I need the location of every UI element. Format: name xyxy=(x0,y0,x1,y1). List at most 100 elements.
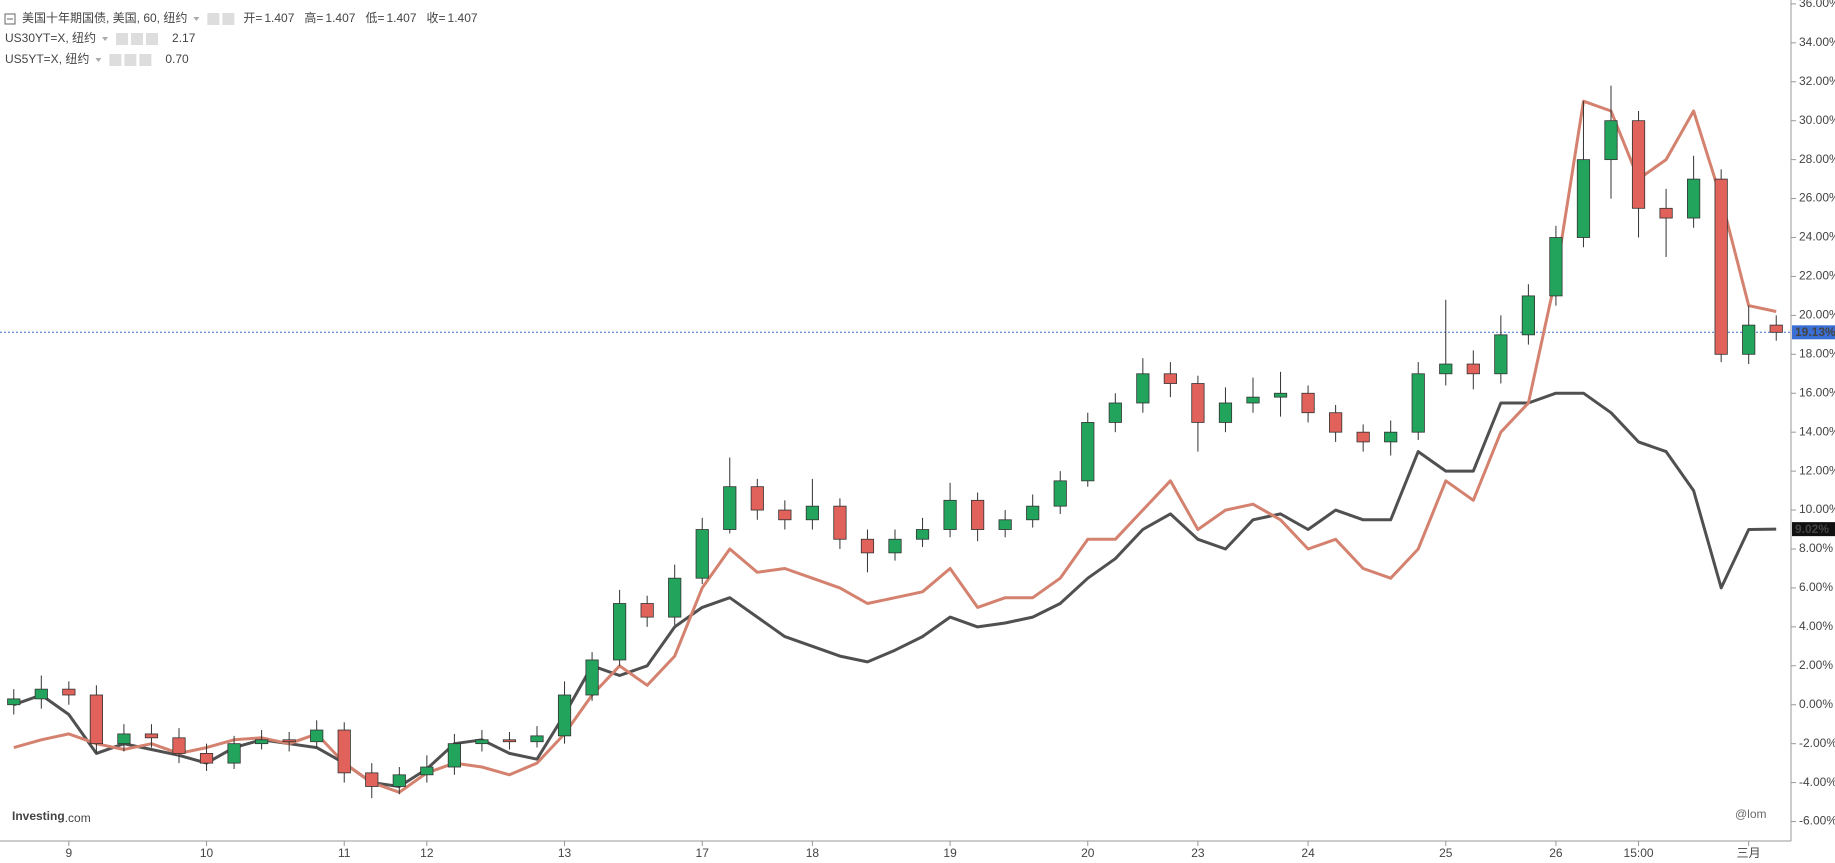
settings-icon xyxy=(222,13,235,25)
legend-icon xyxy=(109,54,122,66)
x-tick-label: 19 xyxy=(943,846,957,860)
legend-icon xyxy=(139,54,152,66)
candle-body xyxy=(420,766,434,776)
x-tick-label: 26 xyxy=(1549,846,1563,860)
y-tick-label: 12.00% xyxy=(1799,463,1835,477)
y-tick-label: 16.00% xyxy=(1799,385,1835,399)
candle-body xyxy=(1494,334,1508,375)
y-tick-label: -4.00% xyxy=(1799,775,1835,789)
y-tick-label: 20.00% xyxy=(1799,308,1835,322)
candle-body xyxy=(1026,505,1040,521)
price-tag xyxy=(1792,325,1835,340)
candle-body xyxy=(282,739,296,743)
candle-body xyxy=(1549,237,1563,297)
collapse-box[interactable] xyxy=(4,13,16,25)
settings-icon xyxy=(207,13,220,25)
series-line xyxy=(13,99,1777,794)
x-tick-label: 9 xyxy=(66,846,73,860)
x-tick-label: 15:00 xyxy=(1624,846,1654,860)
candle-body xyxy=(1439,363,1453,375)
candle-body xyxy=(1411,373,1425,433)
x-tick-label: 18 xyxy=(806,846,820,860)
y-tick-label: 34.00% xyxy=(1799,35,1835,49)
y-tick-label: 22.00% xyxy=(1799,269,1835,283)
ohlc-label: 收= xyxy=(427,11,446,25)
candle-body xyxy=(668,577,682,618)
x-tick-label: 三月 xyxy=(1737,846,1761,860)
collapse-icon[interactable] xyxy=(4,13,16,25)
candle-body xyxy=(1053,480,1067,507)
x-tick-label: 23 xyxy=(1191,846,1205,860)
candle-body xyxy=(144,733,159,739)
y-tick-label: 8.00% xyxy=(1799,541,1833,555)
candle-body xyxy=(998,519,1012,530)
candle-body xyxy=(1301,392,1315,414)
candle-body xyxy=(475,739,489,745)
ohlc-value: 1.407 xyxy=(448,11,478,25)
x-tick-label: 24 xyxy=(1301,846,1315,860)
y-tick-label: 10.00% xyxy=(1799,502,1835,516)
candle-body xyxy=(1273,392,1288,398)
y-tick-label: 26.00% xyxy=(1799,191,1835,205)
candle-body xyxy=(1576,159,1591,238)
candle-body xyxy=(1218,402,1233,423)
candle-body xyxy=(1604,120,1618,161)
legend-value: 2.17 xyxy=(172,31,196,45)
y-tick-label: 32.00% xyxy=(1799,74,1835,88)
candle-body xyxy=(1659,207,1673,219)
candle-body xyxy=(1246,396,1260,404)
candle-body xyxy=(310,729,324,743)
candle-body xyxy=(860,538,875,554)
legend-icon xyxy=(116,33,129,45)
candle-body xyxy=(833,505,847,540)
ohlc-label: 高= xyxy=(304,10,323,25)
candle-body xyxy=(585,659,599,696)
dropdown-arrow xyxy=(95,58,102,62)
candle-body xyxy=(1742,324,1756,355)
legend-icon xyxy=(131,33,144,45)
candle-body xyxy=(1356,431,1370,443)
candle-body xyxy=(613,603,627,661)
price-tag xyxy=(1792,522,1835,537)
series-line xyxy=(13,391,1777,788)
candle-body xyxy=(255,739,269,745)
candle-body xyxy=(1081,422,1095,482)
x-tick-label: 20 xyxy=(1081,846,1095,860)
candle-body xyxy=(1714,178,1728,355)
candle-body xyxy=(1108,402,1122,423)
dropdown-arrow xyxy=(193,17,200,21)
candle-body xyxy=(530,735,544,743)
candle-body xyxy=(62,688,76,696)
candle-body xyxy=(117,733,131,745)
watermark-com: .com xyxy=(65,811,91,825)
candle-body xyxy=(915,529,930,540)
legend-name: US30YT=X, 纽约 xyxy=(5,30,96,45)
x-tick-label: 10 xyxy=(200,846,214,860)
y-tick-label: 18.00% xyxy=(1799,346,1835,360)
y-tick-label: 6.00% xyxy=(1799,580,1833,594)
y-tick-label: 0.00% xyxy=(1799,697,1833,711)
candle-body xyxy=(34,688,48,700)
candle-body xyxy=(365,772,379,787)
y-tick-label: 28.00% xyxy=(1799,152,1835,166)
ohlc-value: 1.407 xyxy=(386,11,416,25)
candle-body xyxy=(1136,373,1150,404)
x-tick-label: 13 xyxy=(558,846,572,860)
y-tick-label: -6.00% xyxy=(1799,814,1835,828)
y-tick-label: 14.00% xyxy=(1799,424,1835,438)
ohlc-value: 1.407 xyxy=(264,11,294,25)
candle-body xyxy=(888,538,902,554)
y-tick-label: 4.00% xyxy=(1799,619,1833,633)
candle-body xyxy=(1191,383,1205,423)
candle-body xyxy=(805,505,819,521)
y-tick-label: 2.00% xyxy=(1799,658,1833,672)
candle-body xyxy=(1687,178,1701,219)
legend-name: US5YT=X, 纽约 xyxy=(5,51,89,66)
candle-body xyxy=(89,694,103,745)
ohlc-label: 开= xyxy=(243,11,262,25)
watermark-investing: Investing xyxy=(12,809,65,823)
x-tick-label: 12 xyxy=(420,846,434,860)
ohlc-value: 1.407 xyxy=(325,11,355,25)
x-tick-label: 11 xyxy=(338,846,351,860)
